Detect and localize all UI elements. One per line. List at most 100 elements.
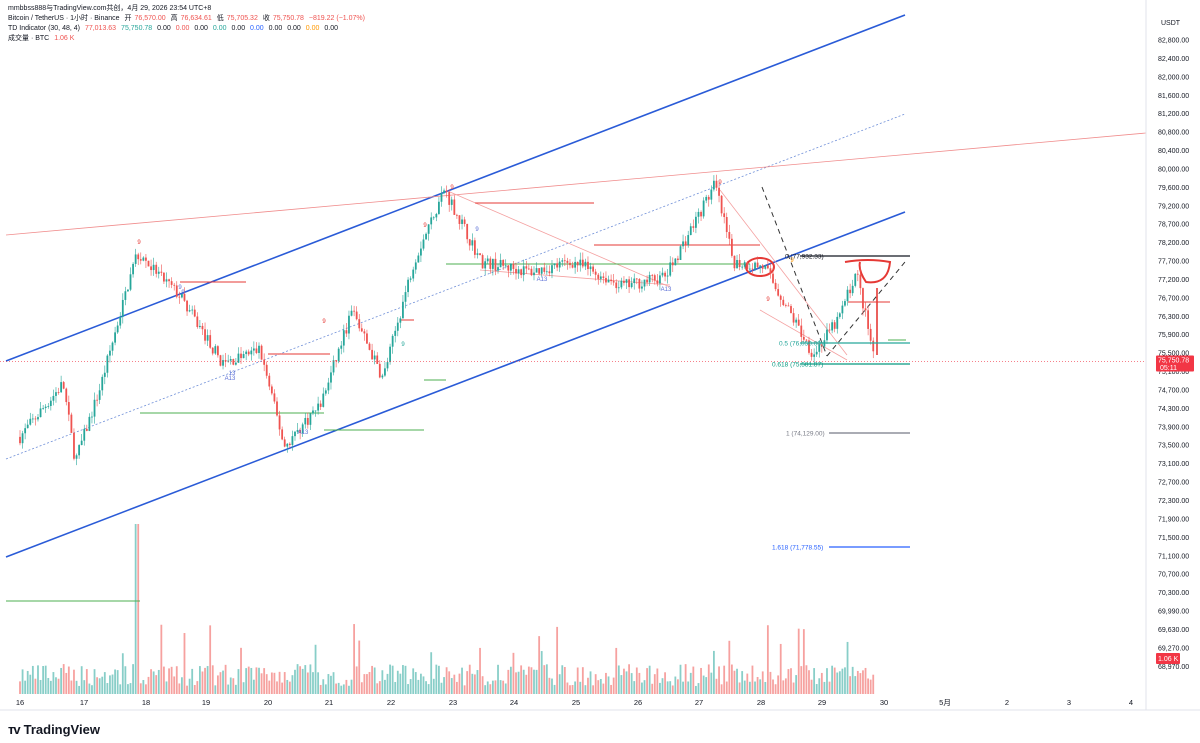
candle-body — [173, 284, 176, 286]
candle-body — [73, 432, 75, 459]
volume-bar — [103, 672, 106, 694]
candle-body — [820, 344, 823, 347]
volume-bar — [754, 681, 756, 694]
candle-body — [206, 335, 209, 341]
candle-body — [384, 368, 386, 376]
volume-bar — [335, 683, 338, 694]
volume-bar — [491, 680, 494, 694]
td-nine-mark: 9 — [790, 258, 794, 264]
volume-bar — [222, 670, 224, 694]
candle-body — [119, 316, 122, 326]
volume-bar — [39, 679, 42, 694]
volume-bar — [730, 664, 733, 694]
volume-legend[interactable]: 成交量 · BTC 1.06 K — [8, 34, 77, 43]
volume-bar — [420, 673, 422, 694]
volume-bar — [312, 672, 314, 694]
candle-body — [754, 262, 756, 270]
price-tick-label: 72,300.00 — [1158, 498, 1189, 505]
candle-body — [782, 299, 785, 306]
candle-body — [535, 268, 538, 273]
volume-bar — [813, 668, 816, 694]
candle-body — [430, 217, 433, 225]
candle-body — [602, 276, 605, 278]
volume-bar — [720, 684, 723, 694]
symbol-label[interactable]: Bitcoin / TetherUS · 1小时 · Binance — [8, 15, 120, 22]
td-indicator-legend[interactable]: TD Indicator (30, 48, 4) 77,013.63 75,75… — [8, 25, 338, 32]
volume-bar — [407, 684, 409, 694]
candle-body — [317, 403, 320, 411]
volume-bar — [37, 665, 39, 694]
volume-bar — [193, 685, 196, 694]
volume-badge-label: 1.06 K — [1158, 656, 1179, 663]
volume-bar — [147, 676, 150, 694]
candle-body — [818, 344, 821, 352]
candle-body — [247, 351, 250, 355]
volume-bar — [229, 677, 232, 694]
candle-body — [443, 190, 445, 194]
volume-bar — [769, 671, 772, 694]
volume-bar — [800, 666, 803, 694]
volume-bar — [599, 678, 602, 694]
volume-bar — [548, 677, 551, 694]
volume-bar — [810, 679, 813, 694]
candle-body — [196, 316, 199, 327]
volume-bar — [26, 670, 29, 694]
time-tick-label: 23 — [449, 698, 457, 707]
volume-bar — [181, 677, 183, 694]
candle-body — [612, 281, 615, 283]
volume-bar — [402, 665, 404, 694]
td-nine-mark: 9 — [181, 290, 185, 296]
volume-bar — [31, 665, 34, 694]
candle-body — [438, 201, 440, 214]
volume-bar — [674, 676, 677, 694]
candle-body — [322, 393, 325, 407]
candle-body — [281, 429, 284, 440]
candle-body — [594, 271, 597, 275]
candle-body — [360, 328, 363, 332]
price-tick-label: 71,500.00 — [1158, 535, 1189, 542]
volume-bar — [461, 667, 463, 694]
td-thirteen-mark: A13 — [537, 277, 548, 283]
volume-bar — [574, 681, 577, 694]
volume-bar — [815, 684, 818, 694]
volume-bar — [342, 684, 345, 694]
volume-bar — [743, 680, 746, 694]
volume-bar — [309, 664, 312, 694]
volume-bar — [584, 685, 587, 694]
volume-bar — [432, 678, 435, 694]
volume-bar — [468, 664, 471, 694]
volume-bar — [322, 679, 325, 694]
candle-body — [75, 455, 78, 459]
volume-bar — [766, 625, 769, 694]
ohlc-legend[interactable]: Bitcoin / TetherUS · 1小时 · Binance 开 76,5… — [8, 15, 365, 22]
price-tick-label: 80,400.00 — [1158, 148, 1189, 155]
volume-bar — [864, 667, 867, 694]
volume-bar — [186, 685, 188, 694]
fib-level-label: 0.618 (75,581.87) — [772, 362, 823, 369]
candle-body — [759, 265, 762, 268]
price-tick-label: 69,990.00 — [1158, 609, 1189, 616]
volume-bar — [705, 677, 708, 694]
fib-level-label: 0.5 (76,050.00) — [779, 341, 823, 348]
volume-bar — [371, 665, 373, 694]
candle-body — [851, 285, 854, 294]
td-nine-mark: 9 — [178, 285, 182, 291]
candle-body — [522, 266, 525, 276]
candle-body — [566, 260, 569, 263]
volume-bar — [170, 666, 173, 694]
candle-body — [494, 258, 497, 271]
volume-bar — [497, 664, 499, 694]
volume-bar — [65, 672, 68, 694]
candle-body — [366, 333, 368, 344]
volume-bar — [713, 650, 715, 694]
candle-body — [751, 268, 754, 270]
volume-bar — [653, 674, 656, 694]
candle-body — [21, 433, 24, 444]
volume-bar — [466, 671, 469, 694]
volume-bar — [24, 680, 27, 694]
volume-bar — [661, 678, 664, 694]
volume-bar — [306, 672, 309, 694]
candle-body — [160, 271, 163, 273]
close-value: 75,750.78 — [272, 15, 304, 22]
